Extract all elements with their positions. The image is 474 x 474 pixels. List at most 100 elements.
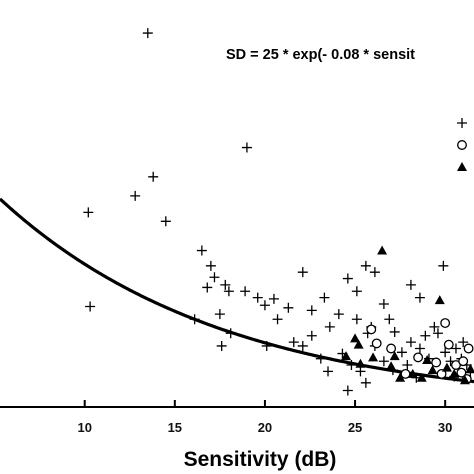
plus-point-58 bbox=[440, 347, 451, 358]
plus-point-18 bbox=[252, 292, 263, 303]
triangle-point-5 bbox=[368, 352, 379, 362]
plus-point-46 bbox=[355, 366, 366, 377]
plus-point-70 bbox=[342, 385, 353, 396]
x-tick-label-15: 15 bbox=[168, 420, 182, 435]
plus-point-10 bbox=[220, 279, 231, 290]
triangle-point-7 bbox=[395, 372, 406, 382]
circle-point-0 bbox=[366, 324, 377, 335]
x-tick-label-10: 10 bbox=[77, 420, 91, 435]
circle-point-12 bbox=[400, 368, 411, 379]
plus-point-50 bbox=[396, 347, 407, 358]
triangle-point-4 bbox=[355, 358, 366, 368]
triangle-point-6 bbox=[386, 361, 397, 371]
plus-point-23 bbox=[261, 340, 272, 351]
plus-point-29 bbox=[333, 309, 344, 320]
axes-layer: 10 15 20 25 30 bbox=[0, 400, 474, 435]
plus-point-40 bbox=[378, 298, 389, 309]
legend-triangle-marker bbox=[457, 162, 467, 171]
plus-point-53 bbox=[414, 343, 425, 354]
plus-point-67 bbox=[458, 337, 469, 348]
plus-point-2 bbox=[148, 171, 159, 182]
plus-point-47 bbox=[360, 377, 371, 388]
x-axis-title: Sensitivity (dB) bbox=[184, 448, 337, 471]
plus-point-65 bbox=[405, 279, 416, 290]
triangle-point-13 bbox=[416, 372, 427, 382]
plus-point-22 bbox=[272, 314, 283, 325]
plus-point-57 bbox=[432, 328, 443, 339]
legend-plus-marker bbox=[457, 118, 467, 128]
plus-point-32 bbox=[315, 353, 326, 364]
plus-point-14 bbox=[214, 309, 225, 320]
fit-curve-layer bbox=[0, 197, 474, 384]
triangle-point-10 bbox=[427, 365, 438, 375]
plus-point-42 bbox=[389, 326, 400, 337]
plus-point-8 bbox=[205, 260, 216, 271]
plus-point-64 bbox=[438, 260, 449, 271]
triangle-point-1 bbox=[434, 295, 445, 305]
plus-point-16 bbox=[216, 340, 227, 351]
plus-point-1 bbox=[241, 142, 252, 153]
x-tick-label-30: 30 bbox=[438, 420, 452, 435]
plus-point-60 bbox=[450, 343, 461, 354]
plus-point-35 bbox=[351, 286, 362, 297]
plus-point-68 bbox=[429, 321, 440, 332]
plus-point-3 bbox=[83, 207, 94, 218]
plus-point-17 bbox=[240, 286, 251, 297]
plus-point-28 bbox=[324, 321, 335, 332]
plus-point-0 bbox=[142, 28, 153, 39]
plus-point-6 bbox=[85, 301, 96, 312]
fit-curve-line bbox=[0, 197, 474, 384]
x-tick-label-20: 20 bbox=[258, 420, 272, 435]
circle-point-8 bbox=[458, 356, 469, 367]
plus-point-30 bbox=[306, 330, 317, 341]
plus-point-25 bbox=[297, 267, 308, 278]
fit-equation-annotation: SD = 25 * exp(- 0.08 * sensit bbox=[226, 47, 415, 63]
plus-point-31 bbox=[297, 340, 308, 351]
triangle-point-9 bbox=[422, 354, 433, 364]
plus-point-37 bbox=[351, 314, 362, 325]
circle-point-2 bbox=[386, 343, 397, 354]
plus-point-21 bbox=[283, 302, 294, 313]
triangle-point-11 bbox=[449, 368, 460, 378]
x-tick-label-25: 25 bbox=[348, 420, 362, 435]
plus-point-33 bbox=[323, 366, 334, 377]
circle-point-1 bbox=[371, 338, 382, 349]
plus-point-13 bbox=[189, 314, 200, 325]
plus-point-34 bbox=[342, 273, 353, 284]
legend-circle-marker bbox=[457, 140, 467, 150]
triangle-point-14 bbox=[441, 362, 452, 372]
triangle-point-12 bbox=[465, 363, 474, 373]
triangle-point-16 bbox=[389, 351, 400, 361]
triangle-point-8 bbox=[407, 368, 418, 378]
plus-point-24 bbox=[288, 337, 299, 348]
plus-point-41 bbox=[384, 314, 395, 325]
data-points-layer bbox=[83, 28, 474, 396]
plus-point-27 bbox=[319, 292, 330, 303]
plus-point-45 bbox=[346, 360, 357, 371]
triangle-point-3 bbox=[350, 333, 361, 343]
triangle-point-2 bbox=[341, 351, 352, 361]
plus-point-11 bbox=[223, 286, 234, 297]
plus-point-26 bbox=[306, 305, 317, 316]
legend bbox=[457, 118, 467, 171]
circle-point-5 bbox=[440, 318, 451, 329]
circle-point-4 bbox=[431, 357, 442, 368]
plus-point-20 bbox=[268, 293, 279, 304]
circle-point-13 bbox=[456, 367, 467, 378]
triangle-point-17 bbox=[459, 375, 470, 385]
plus-point-66 bbox=[414, 292, 425, 303]
plus-point-5 bbox=[160, 216, 171, 227]
plus-point-15 bbox=[225, 328, 236, 339]
plus-point-4 bbox=[130, 190, 141, 201]
triangle-point-15 bbox=[353, 339, 364, 349]
plus-point-19 bbox=[259, 300, 270, 311]
circle-point-6 bbox=[443, 339, 454, 350]
plus-point-48 bbox=[378, 356, 389, 367]
circle-point-3 bbox=[413, 352, 424, 363]
plus-point-51 bbox=[405, 337, 416, 348]
plus-point-36 bbox=[360, 260, 371, 271]
plus-point-52 bbox=[402, 360, 413, 371]
plus-point-56 bbox=[420, 330, 431, 341]
circle-point-9 bbox=[463, 343, 474, 354]
